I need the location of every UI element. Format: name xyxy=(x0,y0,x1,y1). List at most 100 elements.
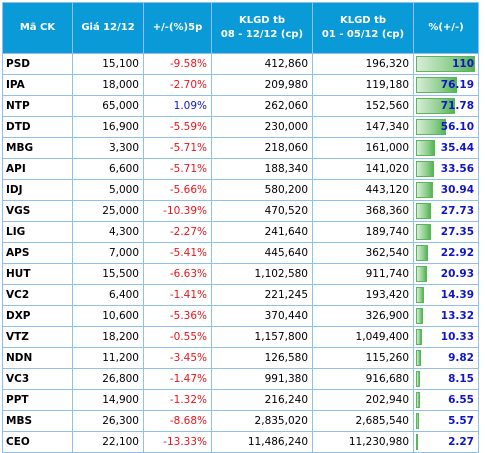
percent-change-cell: 14.39 xyxy=(413,284,479,306)
price-cell: 18,000 xyxy=(72,74,144,96)
volume-previous-cell: 362,540 xyxy=(312,242,414,264)
table-row: PSD 15,100 -9.58% 412,860 196,320 110 xyxy=(2,53,479,75)
volume-current-cell: 216,240 xyxy=(211,389,313,411)
table-row: MBS 26,300 -8.68% 2,835,020 2,685,540 5.57 xyxy=(2,410,479,432)
percent-value: 8.15 xyxy=(448,373,474,385)
volume-previous-cell: 161,000 xyxy=(312,137,414,159)
volume-previous-cell: 141,020 xyxy=(312,158,414,180)
price-cell: 65,000 xyxy=(72,95,144,117)
price-cell: 15,100 xyxy=(72,53,144,75)
percent-bar xyxy=(416,371,421,387)
percent-value: 27.73 xyxy=(440,205,474,217)
volume-current-cell: 11,486,240 xyxy=(211,431,313,453)
volume-previous-cell: 368,360 xyxy=(312,200,414,222)
volume-current-cell: 1,157,800 xyxy=(211,326,313,348)
change-cell: -5.36% xyxy=(143,305,212,327)
percent-bar xyxy=(416,203,431,219)
stock-code-cell: IDJ xyxy=(2,179,73,201)
volume-current-cell: 1,102,580 xyxy=(211,263,313,285)
percent-change-cell: 35.44 xyxy=(413,137,479,159)
table-row: PPT 14,900 -1.32% 216,240 202,940 6.55 xyxy=(2,389,479,411)
volume-previous-cell: 911,740 xyxy=(312,263,414,285)
header-volume-previous: KLGD tb 01 - 05/12 (cp) xyxy=(312,2,414,54)
stock-code-cell: DXP xyxy=(2,305,73,327)
volume-current-cell: 2,835,020 xyxy=(211,410,313,432)
percent-value: 76.19 xyxy=(440,79,474,91)
table-row: VGS 25,000 -10.39% 470,520 368,360 27.73 xyxy=(2,200,479,222)
stock-code-cell: DTD xyxy=(2,116,73,138)
stock-code-cell: PPT xyxy=(2,389,73,411)
percent-bar xyxy=(416,56,475,72)
percent-change-cell: 27.35 xyxy=(413,221,479,243)
table-row: CEO 22,100 -13.33% 11,486,240 11,230,980 2.27 xyxy=(2,431,479,453)
table-row: NDN 11,200 -3.45% 126,580 115,260 9.82 xyxy=(2,347,479,369)
change-cell: -2.70% xyxy=(143,74,212,96)
header-price: Giá 12/12 xyxy=(72,2,144,54)
percent-bar xyxy=(416,140,435,156)
stock-code-cell: APS xyxy=(2,242,73,264)
change-cell: 1.09% xyxy=(143,95,212,117)
stock-code-cell: PSD xyxy=(2,53,73,75)
table-row: DXP 10,600 -5.36% 370,440 326,900 13.32 xyxy=(2,305,479,327)
percent-bar xyxy=(416,224,431,240)
table-row: VC3 26,800 -1.47% 991,380 916,680 8.15 xyxy=(2,368,479,390)
volume-current-cell: 262,060 xyxy=(211,95,313,117)
percent-change-cell: 110 xyxy=(413,53,479,75)
price-cell: 26,300 xyxy=(72,410,144,432)
percent-change-cell: 76.19 xyxy=(413,74,479,96)
price-cell: 7,000 xyxy=(72,242,144,264)
percent-bar xyxy=(416,287,424,303)
header-volume-current: KLGD tb 08 - 12/12 (cp) xyxy=(211,2,313,54)
table-row: NTP 65,000 1.09% 262,060 152,560 71.78 xyxy=(2,95,479,117)
percent-value: 14.39 xyxy=(440,289,474,301)
price-cell: 3,300 xyxy=(72,137,144,159)
price-cell: 4,300 xyxy=(72,221,144,243)
change-cell: -5.71% xyxy=(143,158,212,180)
volume-previous-cell: 443,120 xyxy=(312,179,414,201)
volume-current-cell: 445,640 xyxy=(211,242,313,264)
header-volume-previous-line2: 01 - 05/12 (cp) xyxy=(321,29,405,40)
change-cell: -8.68% xyxy=(143,410,212,432)
percent-bar xyxy=(416,434,418,450)
stock-code-cell: MBG xyxy=(2,137,73,159)
stock-code-cell: VTZ xyxy=(2,326,73,348)
volume-current-cell: 230,000 xyxy=(211,116,313,138)
price-cell: 16,900 xyxy=(72,116,144,138)
percent-change-cell: 13.32 xyxy=(413,305,479,327)
stock-volume-table: Mã CK Giá 12/12 +/-(%)5p KLGD tb 08 - 12… xyxy=(2,2,479,453)
percent-bar xyxy=(416,98,455,114)
percent-value: 9.82 xyxy=(448,352,474,364)
price-cell: 14,900 xyxy=(72,389,144,411)
volume-previous-cell: 196,320 xyxy=(312,53,414,75)
volume-current-cell: 241,640 xyxy=(211,221,313,243)
percent-change-cell: 8.15 xyxy=(413,368,479,390)
stock-code-cell: CEO xyxy=(2,431,73,453)
header-volume-current-line2: 08 - 12/12 (cp) xyxy=(220,29,304,40)
stock-code-cell: NDN xyxy=(2,347,73,369)
stock-code-cell: API xyxy=(2,158,73,180)
price-cell: 6,600 xyxy=(72,158,144,180)
stock-code-cell: HUT xyxy=(2,263,73,285)
percent-change-cell: 30.94 xyxy=(413,179,479,201)
price-cell: 25,000 xyxy=(72,200,144,222)
volume-previous-cell: 147,340 xyxy=(312,116,414,138)
volume-current-cell: 991,380 xyxy=(211,368,313,390)
stock-code-cell: VC3 xyxy=(2,368,73,390)
table-body: PSD 15,100 -9.58% 412,860 196,320 110 IPA 18,00… xyxy=(2,53,479,453)
percent-change-cell: 56.10 xyxy=(413,116,479,138)
volume-current-cell: 370,440 xyxy=(211,305,313,327)
percent-change-cell: 6.55 xyxy=(413,389,479,411)
percent-bar xyxy=(416,350,422,366)
volume-current-cell: 580,200 xyxy=(211,179,313,201)
percent-value: 27.35 xyxy=(440,226,474,238)
price-cell: 18,200 xyxy=(72,326,144,348)
volume-current-cell: 470,520 xyxy=(211,200,313,222)
volume-current-cell: 126,580 xyxy=(211,347,313,369)
change-cell: -5.71% xyxy=(143,137,212,159)
percent-value: 56.10 xyxy=(440,121,474,133)
table-row: HUT 15,500 -6.63% 1,102,580 911,740 20.93 xyxy=(2,263,479,285)
price-cell: 6,400 xyxy=(72,284,144,306)
table-row: VC2 6,400 -1.41% 221,245 193,420 14.39 xyxy=(2,284,479,306)
price-cell: 15,500 xyxy=(72,263,144,285)
change-cell: -10.39% xyxy=(143,200,212,222)
